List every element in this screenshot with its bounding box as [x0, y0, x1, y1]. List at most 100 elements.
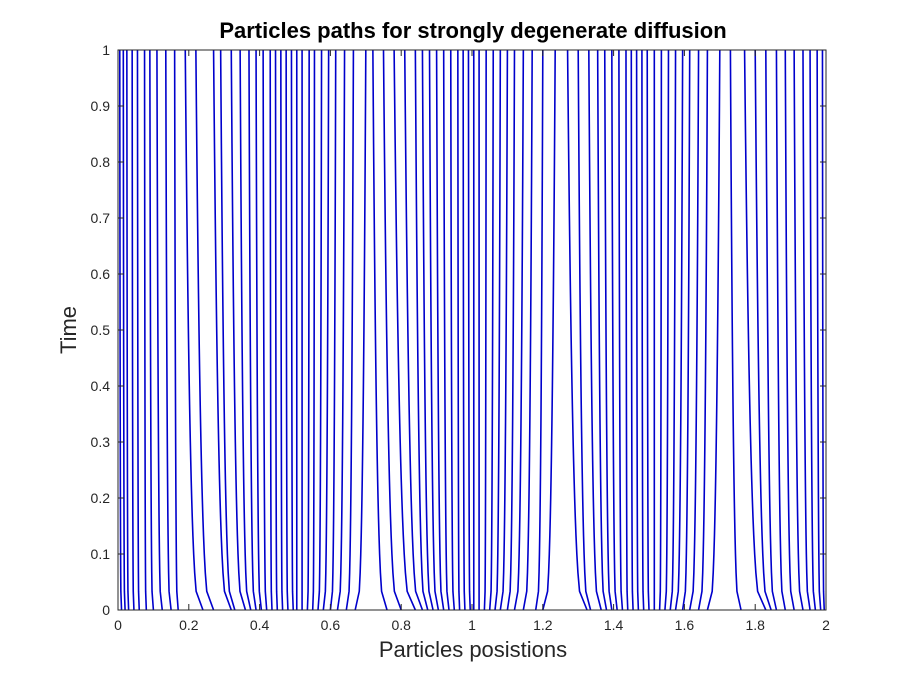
particle-path — [403, 49, 424, 611]
particle-paths — [118, 49, 826, 611]
y-tick-label: 0 — [102, 602, 110, 618]
particle-path — [669, 49, 677, 611]
particle-path — [255, 49, 263, 611]
x-tick-label: 1 — [468, 617, 476, 633]
particle-path — [809, 49, 817, 611]
y-tick-label: 0.5 — [91, 322, 111, 338]
x-tick-label: 1.2 — [533, 617, 553, 633]
particle-path — [280, 49, 284, 611]
particle-path — [625, 49, 629, 611]
particle-path — [729, 49, 742, 611]
particle-path — [317, 49, 323, 611]
x-tick-label: 2 — [822, 617, 830, 633]
particle-path — [467, 49, 472, 611]
particle-path — [414, 49, 429, 611]
particle-path — [674, 49, 684, 611]
x-axis-label: Particles posistions — [379, 637, 567, 662]
x-tick-label: 0.6 — [321, 617, 341, 633]
x-tick-label: 0.4 — [250, 617, 270, 633]
particle-path — [173, 49, 179, 611]
particle-path — [329, 49, 337, 611]
particle-path — [435, 49, 445, 611]
particle-path — [483, 49, 487, 611]
particle-path — [566, 49, 588, 611]
particle-path — [522, 49, 533, 611]
particle-path — [421, 49, 434, 611]
y-tick-label: 0.8 — [91, 154, 111, 170]
particle-path — [494, 49, 502, 611]
particle-path — [802, 49, 811, 611]
particle-path — [248, 49, 257, 611]
particle-path — [336, 49, 346, 611]
y-tick-label: 1 — [102, 42, 110, 58]
particle-path — [262, 49, 268, 611]
particle-path — [382, 49, 402, 611]
particle-path — [290, 49, 295, 611]
particle-path — [372, 49, 388, 611]
particle-path — [136, 49, 141, 611]
particle-path — [588, 49, 602, 611]
x-tick-label: 0.2 — [179, 617, 199, 633]
particle-path — [143, 49, 148, 611]
particle-path — [611, 49, 618, 611]
particle-path — [322, 49, 330, 611]
particle-path — [239, 49, 252, 611]
y-tick-label: 0.3 — [91, 434, 111, 450]
particle-path — [195, 49, 215, 611]
particle-path — [149, 49, 155, 611]
particle-path — [354, 49, 367, 611]
particle-path — [428, 49, 440, 611]
particle-path — [506, 49, 516, 611]
particle-path — [345, 49, 355, 611]
particle-path — [635, 49, 640, 611]
particle-path — [457, 49, 461, 611]
particle-path — [184, 49, 204, 611]
particle-path — [577, 49, 592, 611]
particle-path — [393, 49, 417, 611]
particle-path — [765, 49, 778, 611]
particle-path — [596, 49, 608, 611]
y-tick-label: 0.2 — [91, 490, 111, 506]
particle-path — [285, 49, 289, 611]
particle-path — [219, 49, 236, 611]
particle-path — [513, 49, 525, 611]
particle-path — [311, 49, 316, 611]
particle-path — [212, 49, 233, 611]
particle-path — [274, 49, 279, 611]
particle-path — [542, 49, 556, 611]
y-tick-label: 0.6 — [91, 266, 111, 282]
particle-path — [462, 49, 466, 611]
y-tick-label: 0.9 — [91, 98, 111, 114]
x-tick-label: 0.8 — [391, 617, 411, 633]
y-tick-label: 0.4 — [91, 378, 111, 394]
particle-path — [706, 49, 721, 611]
y-axis-label: Time — [56, 306, 81, 354]
particle-path — [126, 49, 130, 611]
particle-path — [630, 49, 634, 611]
particle-path — [449, 49, 456, 611]
particle-path — [499, 49, 509, 611]
particle-path — [664, 49, 670, 611]
particle-path — [603, 49, 613, 611]
particle-path — [269, 49, 273, 611]
particle-path — [754, 49, 772, 611]
x-tick-label: 1.6 — [675, 617, 695, 633]
particle-path — [156, 49, 164, 611]
particle-path — [618, 49, 624, 611]
particle-path — [641, 49, 645, 611]
particle-path — [681, 49, 691, 611]
particle-path — [230, 49, 247, 611]
x-tick-label: 1.4 — [604, 617, 624, 633]
particle-path — [658, 49, 663, 611]
particle-path — [534, 49, 544, 611]
particle-path — [646, 49, 650, 611]
particle-path — [306, 49, 310, 611]
chart-title: Particles paths for strongly degenerate … — [219, 18, 726, 43]
particle-path — [793, 49, 804, 611]
x-tick-label: 1.8 — [745, 617, 765, 633]
particle-path — [743, 49, 767, 611]
y-tick-label: 0.7 — [91, 210, 111, 226]
particle-path — [131, 49, 135, 611]
particle-path — [164, 49, 172, 611]
